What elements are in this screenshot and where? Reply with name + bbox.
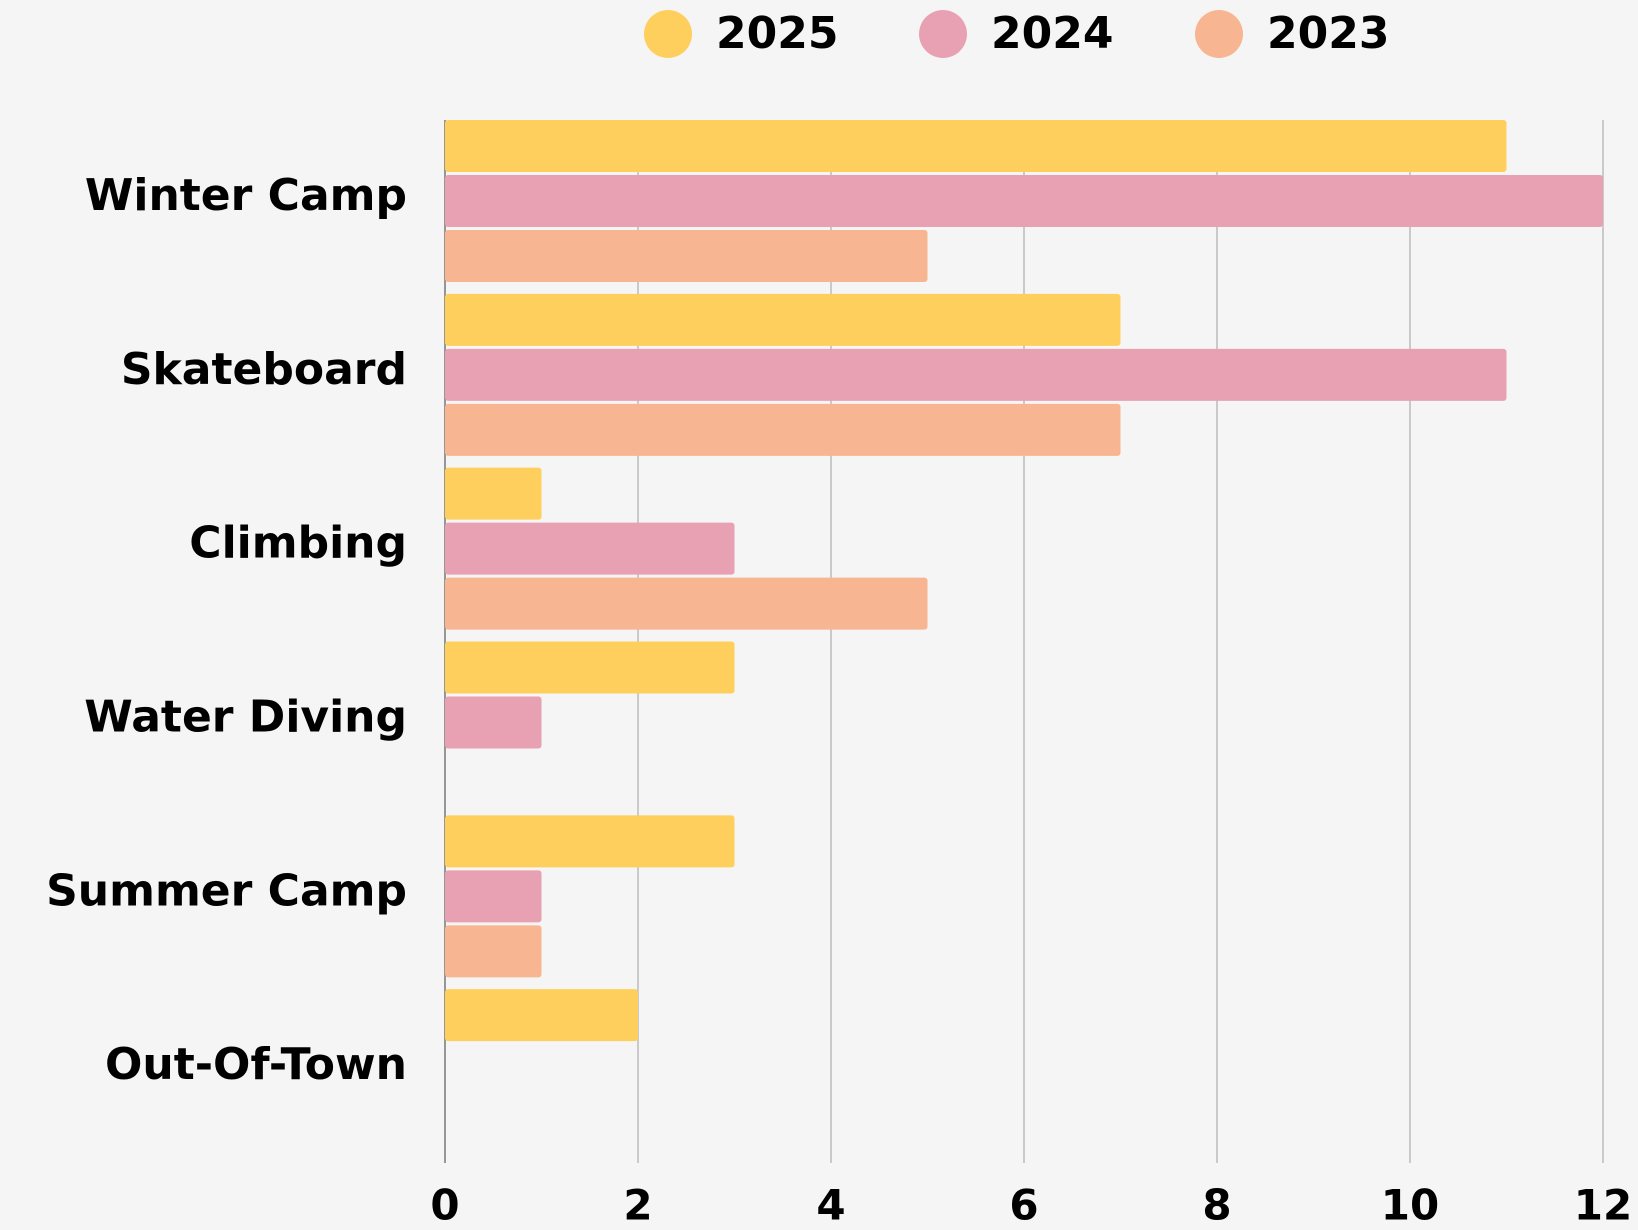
bar: [445, 230, 928, 282]
legend-label: 2025: [716, 8, 838, 59]
bar: [445, 641, 735, 694]
legend-swatch: [919, 10, 967, 58]
y-tick-label: Climbing: [189, 518, 407, 569]
bar: [445, 293, 1121, 346]
y-tick-label: Water Diving: [84, 692, 407, 743]
legend-swatch: [644, 10, 692, 58]
x-tick-label: 0: [430, 1181, 459, 1230]
x-tick-label: 2: [623, 1181, 652, 1230]
x-tick-label: 4: [816, 1181, 845, 1230]
bar: [445, 696, 542, 749]
bar: [445, 925, 542, 978]
bar: [445, 403, 1121, 456]
bar: [445, 522, 735, 575]
legend-label: 2023: [1267, 8, 1389, 59]
y-tick-label: Winter Camp: [85, 170, 407, 221]
y-tick-label: Out-Of-Town: [105, 1039, 407, 1090]
bar: [445, 989, 638, 1042]
bar: [445, 175, 1603, 227]
x-tick-label: 12: [1574, 1181, 1632, 1230]
x-tick-label: 8: [1202, 1181, 1231, 1230]
y-tick-label: Skateboard: [121, 344, 407, 395]
bar: [445, 120, 1507, 172]
x-tick-label: 6: [1009, 1181, 1038, 1230]
bar: [445, 348, 1507, 401]
x-tick-label: 10: [1381, 1181, 1439, 1230]
y-tick-label: Summer Camp: [46, 865, 407, 916]
bar: [445, 870, 542, 923]
bar: [445, 467, 542, 520]
bar: [445, 577, 928, 630]
legend-swatch: [1195, 10, 1243, 58]
bar: [445, 815, 735, 868]
legend-label: 2024: [991, 8, 1113, 59]
